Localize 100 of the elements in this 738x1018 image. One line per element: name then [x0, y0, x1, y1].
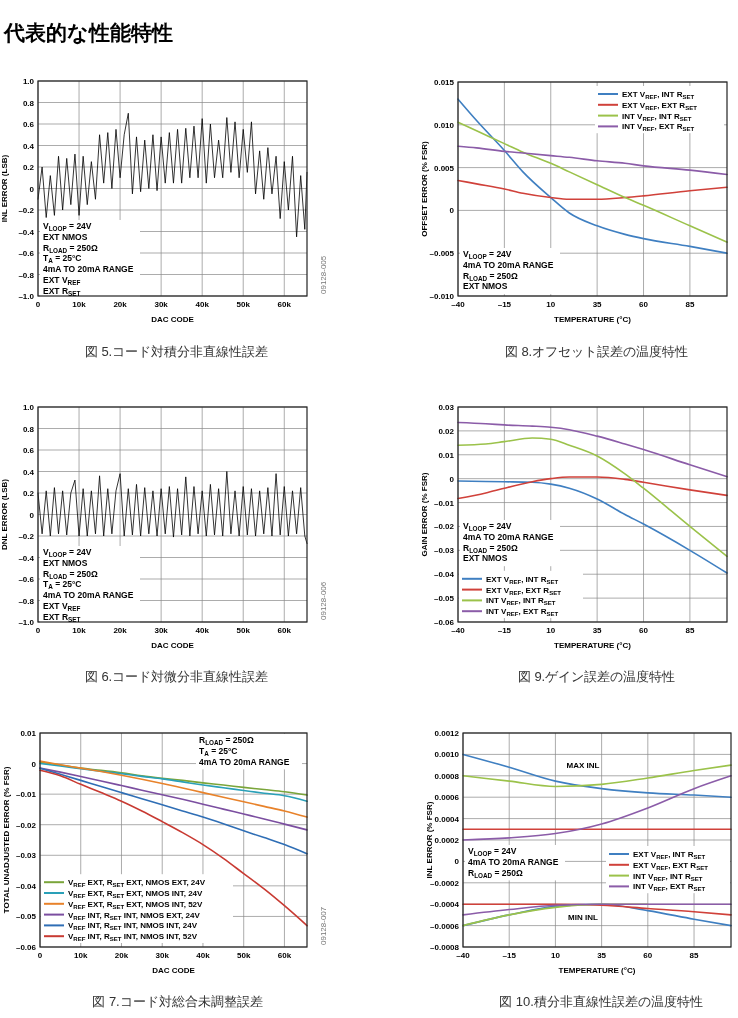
- annotation: 4mA TO 20mA RANGE: [43, 264, 134, 275]
- y-axis-title: GAIN ERROR (% FSR): [420, 472, 429, 557]
- y-tick-label: 1.0: [22, 77, 35, 86]
- y-tick-label: –0.03: [15, 851, 37, 861]
- y-tick-label: –0.6: [18, 575, 35, 584]
- text: 図 5.コード対積分非直線性誤差: [84, 344, 269, 359]
- x-tick-label: 40k: [196, 951, 211, 960]
- legend-label: INT V$_{REF}$, INT R$_{SET}$: [486, 596, 556, 606]
- annotation: MAX INL: [566, 761, 600, 770]
- y-tick-label: –0.05: [433, 594, 455, 604]
- line-series: [462, 775, 732, 841]
- x-tick-label: 20k: [113, 300, 128, 309]
- annotation: EXT NMOS: [463, 553, 508, 564]
- text: 代表的な性能特性: [3, 21, 173, 45]
- y-tick-label: –0.05: [15, 912, 37, 922]
- y-tick-label: 0: [31, 759, 37, 769]
- y-tick-label: 0.8: [22, 424, 35, 434]
- y-tick-label: 0.2: [22, 163, 35, 172]
- y-tick-label: 0: [449, 206, 455, 216]
- x-tick-label: –40: [451, 626, 466, 635]
- annotation: 4mA TO 20mA RANGE: [463, 259, 554, 270]
- legend-label: INT V$_{REF}$, INT R$_{SET}$: [622, 111, 692, 122]
- x-axis-title: TEMPERATURE (°C): [554, 315, 632, 324]
- y-axis-title: INL ERROR (LSB): [0, 154, 9, 223]
- annotation: 4mA TO 20mA RANGE: [199, 756, 290, 767]
- annotation: 4mA TO 20mA RANGE: [468, 856, 559, 867]
- x-tick-label: 30k: [154, 626, 169, 635]
- y-tick-label: –0.01: [433, 498, 455, 508]
- annotation: V$_{LOOP}$ = 24V: [43, 221, 92, 232]
- y-tick-label: –0.06: [15, 943, 37, 952]
- y-tick-label: –0.02: [15, 820, 37, 830]
- text: 図 8.オフセット誤差の温度特性: [504, 344, 689, 359]
- legend-label: EXT V$_{REF}$, INT R$_{SET}$: [633, 850, 706, 860]
- legend-label: V$_{REF}$ EXT, R$_{SET}$ EXT, NMOS EXT, 24V: [68, 878, 206, 888]
- annotation: EXT R$_{SET}$: [43, 285, 81, 297]
- y-tick-label: –0.01: [15, 790, 37, 800]
- line-series: [457, 121, 728, 243]
- x-axis-title: TEMPERATURE (°C): [554, 641, 632, 650]
- annotation: 4mA TO 20mA RANGE: [463, 531, 554, 542]
- annotation: V$_{LOOP}$ = 24V: [43, 547, 92, 558]
- annotation: R$_{LOAD}$ = 250Ω: [43, 568, 99, 580]
- y-tick-label: –0.06: [433, 618, 455, 627]
- legend-label: INT V$_{REF}$, INT R$_{SET}$: [633, 871, 703, 882]
- x-tick-label: 10k: [72, 626, 87, 635]
- y-tick-label: 0.0012: [434, 729, 460, 738]
- y-tick-label: –0.02: [433, 522, 455, 532]
- y-tick-label: –0.4: [18, 553, 35, 563]
- y-tick-label: –0.03: [433, 546, 455, 556]
- annotation: R$_{LOAD}$ = 250Ω: [463, 542, 519, 554]
- y-tick-label: 0.0008: [434, 771, 460, 781]
- y-tick-label: 0.8: [22, 98, 35, 108]
- y-axis-title: INL ERROR (% FSR): [425, 801, 434, 879]
- x-tick-label: 30k: [154, 300, 169, 309]
- y-tick-label: 0.01: [20, 729, 37, 738]
- y-tick-label: 0.0010: [434, 750, 460, 760]
- y-tick-label: 0.6: [22, 120, 35, 129]
- y-tick-label: 0.6: [22, 446, 35, 455]
- y-tick-label: 0.02: [438, 426, 455, 436]
- y-tick-label: 0.0002: [434, 836, 460, 845]
- annotation: 4mA TO 20mA RANGE: [43, 590, 134, 601]
- y-tick-label: –0.0004: [430, 900, 460, 910]
- y-tick-label: 0: [29, 184, 35, 194]
- legend-label: EXT V$_{REF}$, INT R$_{SET}$: [486, 574, 559, 585]
- x-tick-label: 50k: [237, 951, 251, 960]
- text: 図 10.積分非直線性誤差の温度特性: [499, 994, 703, 1009]
- legend-label: INT V$_{REF}$, EXT R$_{SET}$: [622, 122, 695, 132]
- x-tick-label: 50k: [236, 300, 251, 309]
- text: 09128-006: [319, 581, 328, 620]
- y-tick-label: –0.8: [18, 270, 35, 280]
- legend-label: EXT V$_{REF}$, INT R$_{SET}$: [622, 90, 695, 100]
- y-tick-label: 0.2: [22, 489, 35, 498]
- y-tick-label: –0.010: [429, 292, 455, 301]
- line-series: [457, 421, 728, 478]
- annotation: R$_{LOAD}$ = 250Ω: [463, 270, 519, 282]
- x-tick-label: –40: [451, 300, 466, 309]
- annotation: R$_{LOAD}$ = 250Ω: [468, 867, 524, 879]
- y-tick-label: 0.015: [433, 78, 455, 87]
- x-tick-label: –15: [497, 626, 512, 635]
- y-tick-label: –0.0008: [430, 943, 460, 952]
- x-axis-title: DAC CODE: [151, 641, 195, 650]
- x-tick-label: 10: [546, 300, 556, 309]
- legend-label: EXT V$_{REF}$, EXT R$_{SET}$: [486, 585, 562, 596]
- y-tick-label: 0.4: [22, 467, 35, 477]
- x-tick-label: 35: [597, 951, 607, 960]
- y-axis-title: DNL ERROR (LSB): [0, 478, 9, 550]
- y-tick-label: 0.4: [22, 141, 35, 151]
- y-tick-label: –0.04: [433, 570, 455, 580]
- legend-label: INT V$_{REF}$, EXT R$_{SET}$: [633, 882, 706, 892]
- x-tick-label: 85: [689, 951, 700, 960]
- legend-label: INT V$_{REF}$, EXT R$_{SET}$: [486, 607, 559, 617]
- x-tick-label: 60k: [277, 300, 292, 309]
- annotation: EXT R$_{SET}$: [43, 611, 81, 623]
- annotation: R$_{LOAD}$ = 250Ω: [199, 735, 255, 746]
- y-tick-label: –0.0006: [430, 921, 460, 931]
- y-tick-label: –0.2: [18, 532, 35, 541]
- x-tick-label: 10: [550, 951, 561, 960]
- x-tick-label: 20k: [114, 951, 129, 960]
- line-series: [462, 753, 732, 798]
- annotation: V$_{LOOP}$ = 24V: [463, 521, 512, 532]
- annotation: R$_{LOAD}$ = 250Ω: [43, 242, 99, 254]
